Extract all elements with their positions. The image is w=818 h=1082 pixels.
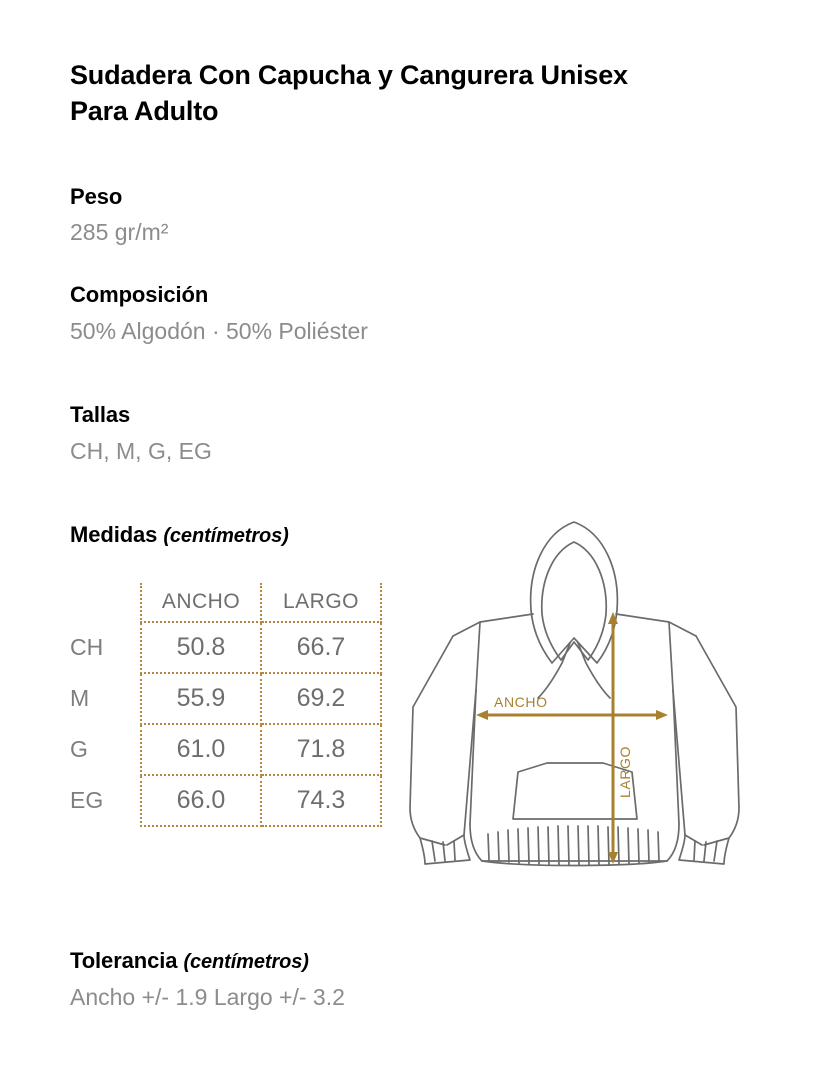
page-title: Sudadera Con Capucha y Cangurera Unisex … [70,60,628,126]
ancho-arrow-head-right [656,710,668,720]
medidas-unit-note: (centímetros) [163,525,289,547]
ancho-label: ANCHO [494,694,548,710]
right-sleeve-inner [668,621,703,846]
peso-value: 285 gr/m² [70,219,169,245]
garment-outline-group [409,521,740,867]
kangaroo-pocket [512,762,638,820]
size-label-g: G [70,736,88,762]
largo-arrow-head-bottom [608,852,618,864]
tolerancia-value: Ancho +/- 1.9 Largo +/- 3.2 [70,984,345,1010]
right-cuff-rib-2 [703,841,707,862]
hem-bottom-edge [481,860,668,867]
column-header-ancho: ANCHO [140,583,262,623]
left-cuff-rib-1 [431,840,436,862]
hem-band [469,823,680,862]
largo-arrow-head-top [608,612,618,624]
table-row: G 61.0 71.8 [70,724,382,776]
tolerancia-heading: Tolerancia (centímetros) [70,948,309,974]
medidas-heading-text: Medidas [70,522,158,547]
size-label-ch: CH [70,634,104,660]
table-row: M 55.9 69.2 [70,673,382,725]
ancho-arrow-head-left [476,710,488,720]
size-label-eg: EG [70,787,104,813]
tallas-heading: Tallas [70,402,131,427]
right-sleeve-outer [695,635,740,846]
cell-g-largo: 71.8 [260,724,382,776]
size-table-body: CH 50.8 66.7 M 55.9 69.2 G 61.0 71.8 EG … [70,622,382,827]
size-table: ANCHO LARGO CH 50.8 66.7 M 55.9 69.2 G 6… [70,583,382,827]
size-table-head: ANCHO LARGO [70,583,382,623]
left-cuff-rib-2 [442,841,446,862]
left-cuff-rib-3 [453,840,456,861]
left-shoulder-line [452,613,534,637]
left-sleeve-inner [446,621,481,846]
largo-label: LARGO [617,746,633,798]
drawstring-left [537,642,571,699]
right-cuff-rib-1 [713,840,718,862]
body-right-seam [672,689,680,825]
right-cuff-rib-3 [693,840,696,861]
size-label-m: M [70,685,90,711]
table-header-row: ANCHO LARGO [70,583,382,623]
cell-ch-ancho: 50.8 [140,622,262,674]
cell-g-ancho: 61.0 [140,724,262,776]
column-header-largo: LARGO [260,583,382,623]
hoodie-diagram: ANCHO LARGO [392,508,752,880]
medidas-heading: Medidas (centímetros) [70,522,289,548]
cell-m-largo: 69.2 [260,673,382,725]
body-left-seam [469,689,477,825]
size-table-container: ANCHO LARGO CH 50.8 66.7 M 55.9 69.2 G 6… [70,583,382,827]
measurement-arrows-group [476,612,668,864]
cell-ch-largo: 66.7 [260,622,382,674]
peso-heading: Peso [70,184,123,209]
hem-ribbing [487,825,660,866]
cell-m-ancho: 55.9 [140,673,262,725]
table-row: CH 50.8 66.7 [70,622,382,674]
hood-inner-opening [540,541,608,661]
hoodie-illustration-svg: ANCHO LARGO [409,521,740,867]
tallas-value: CH, M, G, EG [70,438,212,464]
cell-eg-ancho: 66.0 [140,775,262,827]
row-label-header [70,583,141,622]
hood-outer-outline [529,521,619,664]
cell-eg-largo: 74.3 [260,775,382,827]
left-sleeve-outer [409,635,454,846]
composicion-heading: Composición [70,282,209,307]
right-shoulder-line [615,613,697,637]
drawstring-right [577,642,611,699]
right-cuff [678,834,730,865]
composicion-value: 50% Algodón · 50% Poliéster [70,318,368,344]
tolerancia-heading-text: Tolerancia [70,948,178,973]
tolerancia-unit-note: (centímetros) [183,951,309,973]
table-row: EG 66.0 74.3 [70,775,382,827]
left-cuff [419,834,471,865]
